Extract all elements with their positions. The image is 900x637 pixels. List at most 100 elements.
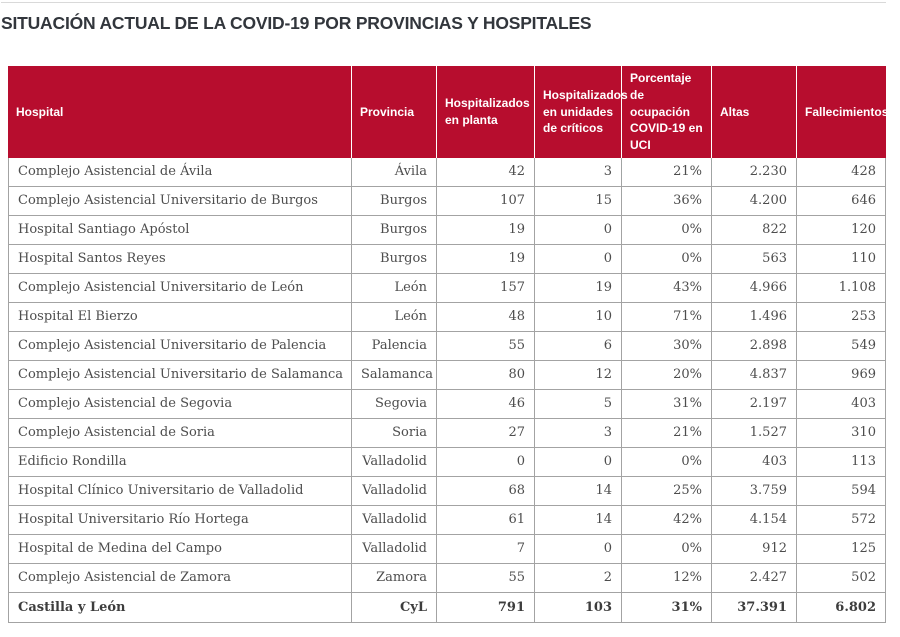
cell-altas: 1.496: [712, 302, 797, 332]
cell-hospitalizados-criticos: 0: [535, 215, 622, 245]
table-row: Hospital Santiago Apóstol Burgos 19 0 0%…: [8, 215, 886, 245]
table-row: Complejo Asistencial Universitario de Sa…: [8, 360, 886, 390]
cell-hospitalizados-criticos: 12: [535, 360, 622, 390]
cell-ocupacion-uci: 20%: [622, 360, 712, 390]
column-header-provincia: Provincia: [352, 66, 437, 158]
total-cell-provincia: CyL: [352, 592, 437, 623]
cell-fallecimientos: 572: [797, 505, 886, 535]
cell-fallecimientos: 110: [797, 244, 886, 274]
cell-provincia: Valladolid: [352, 505, 437, 535]
cell-hospital: Complejo Asistencial de Segovia: [8, 389, 352, 419]
cell-provincia: Burgos: [352, 244, 437, 274]
cell-altas: 3.759: [712, 476, 797, 506]
cell-altas: 403: [712, 447, 797, 477]
cell-hospitalizados-planta: 61: [437, 505, 535, 535]
cell-altas: 2.197: [712, 389, 797, 419]
cell-altas: 4.200: [712, 186, 797, 216]
page-title: SITUACIÓN ACTUAL DE LA COVID-19 POR PROV…: [1, 13, 592, 33]
cell-fallecimientos: 969: [797, 360, 886, 390]
cell-fallecimientos: 1.108: [797, 273, 886, 303]
cell-hospitalizados-planta: 0: [437, 447, 535, 477]
cell-fallecimientos: 502: [797, 563, 886, 593]
covid-hospitals-table: Hospital Provincia Hospitalizados en pla…: [8, 66, 888, 623]
cell-hospital: Complejo Asistencial de Ávila: [8, 157, 352, 187]
cell-hospitalizados-planta: 7: [437, 534, 535, 564]
cell-hospital: Hospital Santos Reyes: [8, 244, 352, 274]
cell-fallecimientos: 549: [797, 331, 886, 361]
column-header-hospitalizados-planta: Hospitalizados en planta: [437, 66, 535, 158]
cell-hospitalizados-criticos: 0: [535, 447, 622, 477]
cell-fallecimientos: 403: [797, 389, 886, 419]
cell-altas: 1.527: [712, 418, 797, 448]
cell-provincia: Palencia: [352, 331, 437, 361]
cell-hospital: Complejo Asistencial de Zamora: [8, 563, 352, 593]
cell-ocupacion-uci: 43%: [622, 273, 712, 303]
cell-hospitalizados-planta: 55: [437, 563, 535, 593]
total-cell-fallecimientos: 6.802: [797, 592, 886, 623]
column-header-ocupacion-uci: Porcentaje de ocupación COVID-19 en UCI: [622, 66, 712, 158]
cell-altas: 2.230: [712, 157, 797, 187]
cell-provincia: Valladolid: [352, 534, 437, 564]
cell-hospitalizados-planta: 19: [437, 244, 535, 274]
cell-hospitalizados-criticos: 14: [535, 505, 622, 535]
total-cell-altas: 37.391: [712, 592, 797, 623]
cell-hospitalizados-criticos: 14: [535, 476, 622, 506]
table-body: Complejo Asistencial de Ávila Ávila 42 3…: [8, 157, 886, 593]
table-row: Complejo Asistencial Universitario de Pa…: [8, 331, 886, 361]
column-header-altas: Altas: [712, 66, 797, 158]
column-header-fallecimientos: Fallecimientos: [797, 66, 888, 158]
table-row: Complejo Asistencial Universitario de Le…: [8, 273, 886, 303]
cell-ocupacion-uci: 30%: [622, 331, 712, 361]
cell-ocupacion-uci: 12%: [622, 563, 712, 593]
cell-provincia: Burgos: [352, 215, 437, 245]
cell-provincia: Valladolid: [352, 447, 437, 477]
cell-altas: 4.837: [712, 360, 797, 390]
cell-hospital: Complejo Asistencial de Soria: [8, 418, 352, 448]
cell-fallecimientos: 113: [797, 447, 886, 477]
table-row: Complejo Asistencial de Soria Soria 27 3…: [8, 418, 886, 448]
cell-provincia: Segovia: [352, 389, 437, 419]
cell-provincia: Zamora: [352, 563, 437, 593]
cell-hospitalizados-planta: 107: [437, 186, 535, 216]
cell-hospital: Complejo Asistencial Universitario de Pa…: [8, 331, 352, 361]
cell-hospitalizados-planta: 19: [437, 215, 535, 245]
table-row: Hospital Clínico Universitario de Vallad…: [8, 476, 886, 506]
cell-altas: 822: [712, 215, 797, 245]
cell-provincia: Burgos: [352, 186, 437, 216]
table-row: Hospital Santos Reyes Burgos 19 0 0% 563…: [8, 244, 886, 274]
cell-altas: 2.898: [712, 331, 797, 361]
total-cell-hospitalizados-planta: 791: [437, 592, 535, 623]
cell-hospitalizados-planta: 48: [437, 302, 535, 332]
cell-altas: 4.966: [712, 273, 797, 303]
header-row: Hospital Provincia Hospitalizados en pla…: [8, 66, 888, 158]
cell-ocupacion-uci: 42%: [622, 505, 712, 535]
column-header-hospital: Hospital: [8, 66, 352, 158]
cell-ocupacion-uci: 0%: [622, 447, 712, 477]
top-divider: [1, 2, 886, 3]
total-row: Castilla y León CyL 791 103 31% 37.391 6…: [8, 592, 886, 623]
cell-hospital: Complejo Asistencial Universitario de Sa…: [8, 360, 352, 390]
table-row: Hospital Universitario Río Hortega Valla…: [8, 505, 886, 535]
cell-hospital: Complejo Asistencial Universitario de Le…: [8, 273, 352, 303]
cell-provincia: León: [352, 273, 437, 303]
cell-hospitalizados-planta: 46: [437, 389, 535, 419]
cell-hospital: Hospital Clínico Universitario de Vallad…: [8, 476, 352, 506]
cell-altas: 912: [712, 534, 797, 564]
cell-ocupacion-uci: 71%: [622, 302, 712, 332]
table-row: Hospital de Medina del Campo Valladolid …: [8, 534, 886, 564]
cell-hospital: Hospital El Bierzo: [8, 302, 352, 332]
table-header: Hospital Provincia Hospitalizados en pla…: [8, 66, 888, 158]
cell-hospitalizados-criticos: 2: [535, 563, 622, 593]
cell-hospitalizados-criticos: 0: [535, 534, 622, 564]
table-row: Edificio Rondilla Valladolid 0 0 0% 403 …: [8, 447, 886, 477]
cell-fallecimientos: 428: [797, 157, 886, 187]
total-cell-region: Castilla y León: [8, 592, 352, 623]
cell-fallecimientos: 646: [797, 186, 886, 216]
cell-hospital: Hospital de Medina del Campo: [8, 534, 352, 564]
cell-fallecimientos: 594: [797, 476, 886, 506]
cell-provincia: Ávila: [352, 157, 437, 187]
cell-hospitalizados-planta: 68: [437, 476, 535, 506]
cell-hospital: Hospital Universitario Río Hortega: [8, 505, 352, 535]
cell-hospitalizados-planta: 27: [437, 418, 535, 448]
